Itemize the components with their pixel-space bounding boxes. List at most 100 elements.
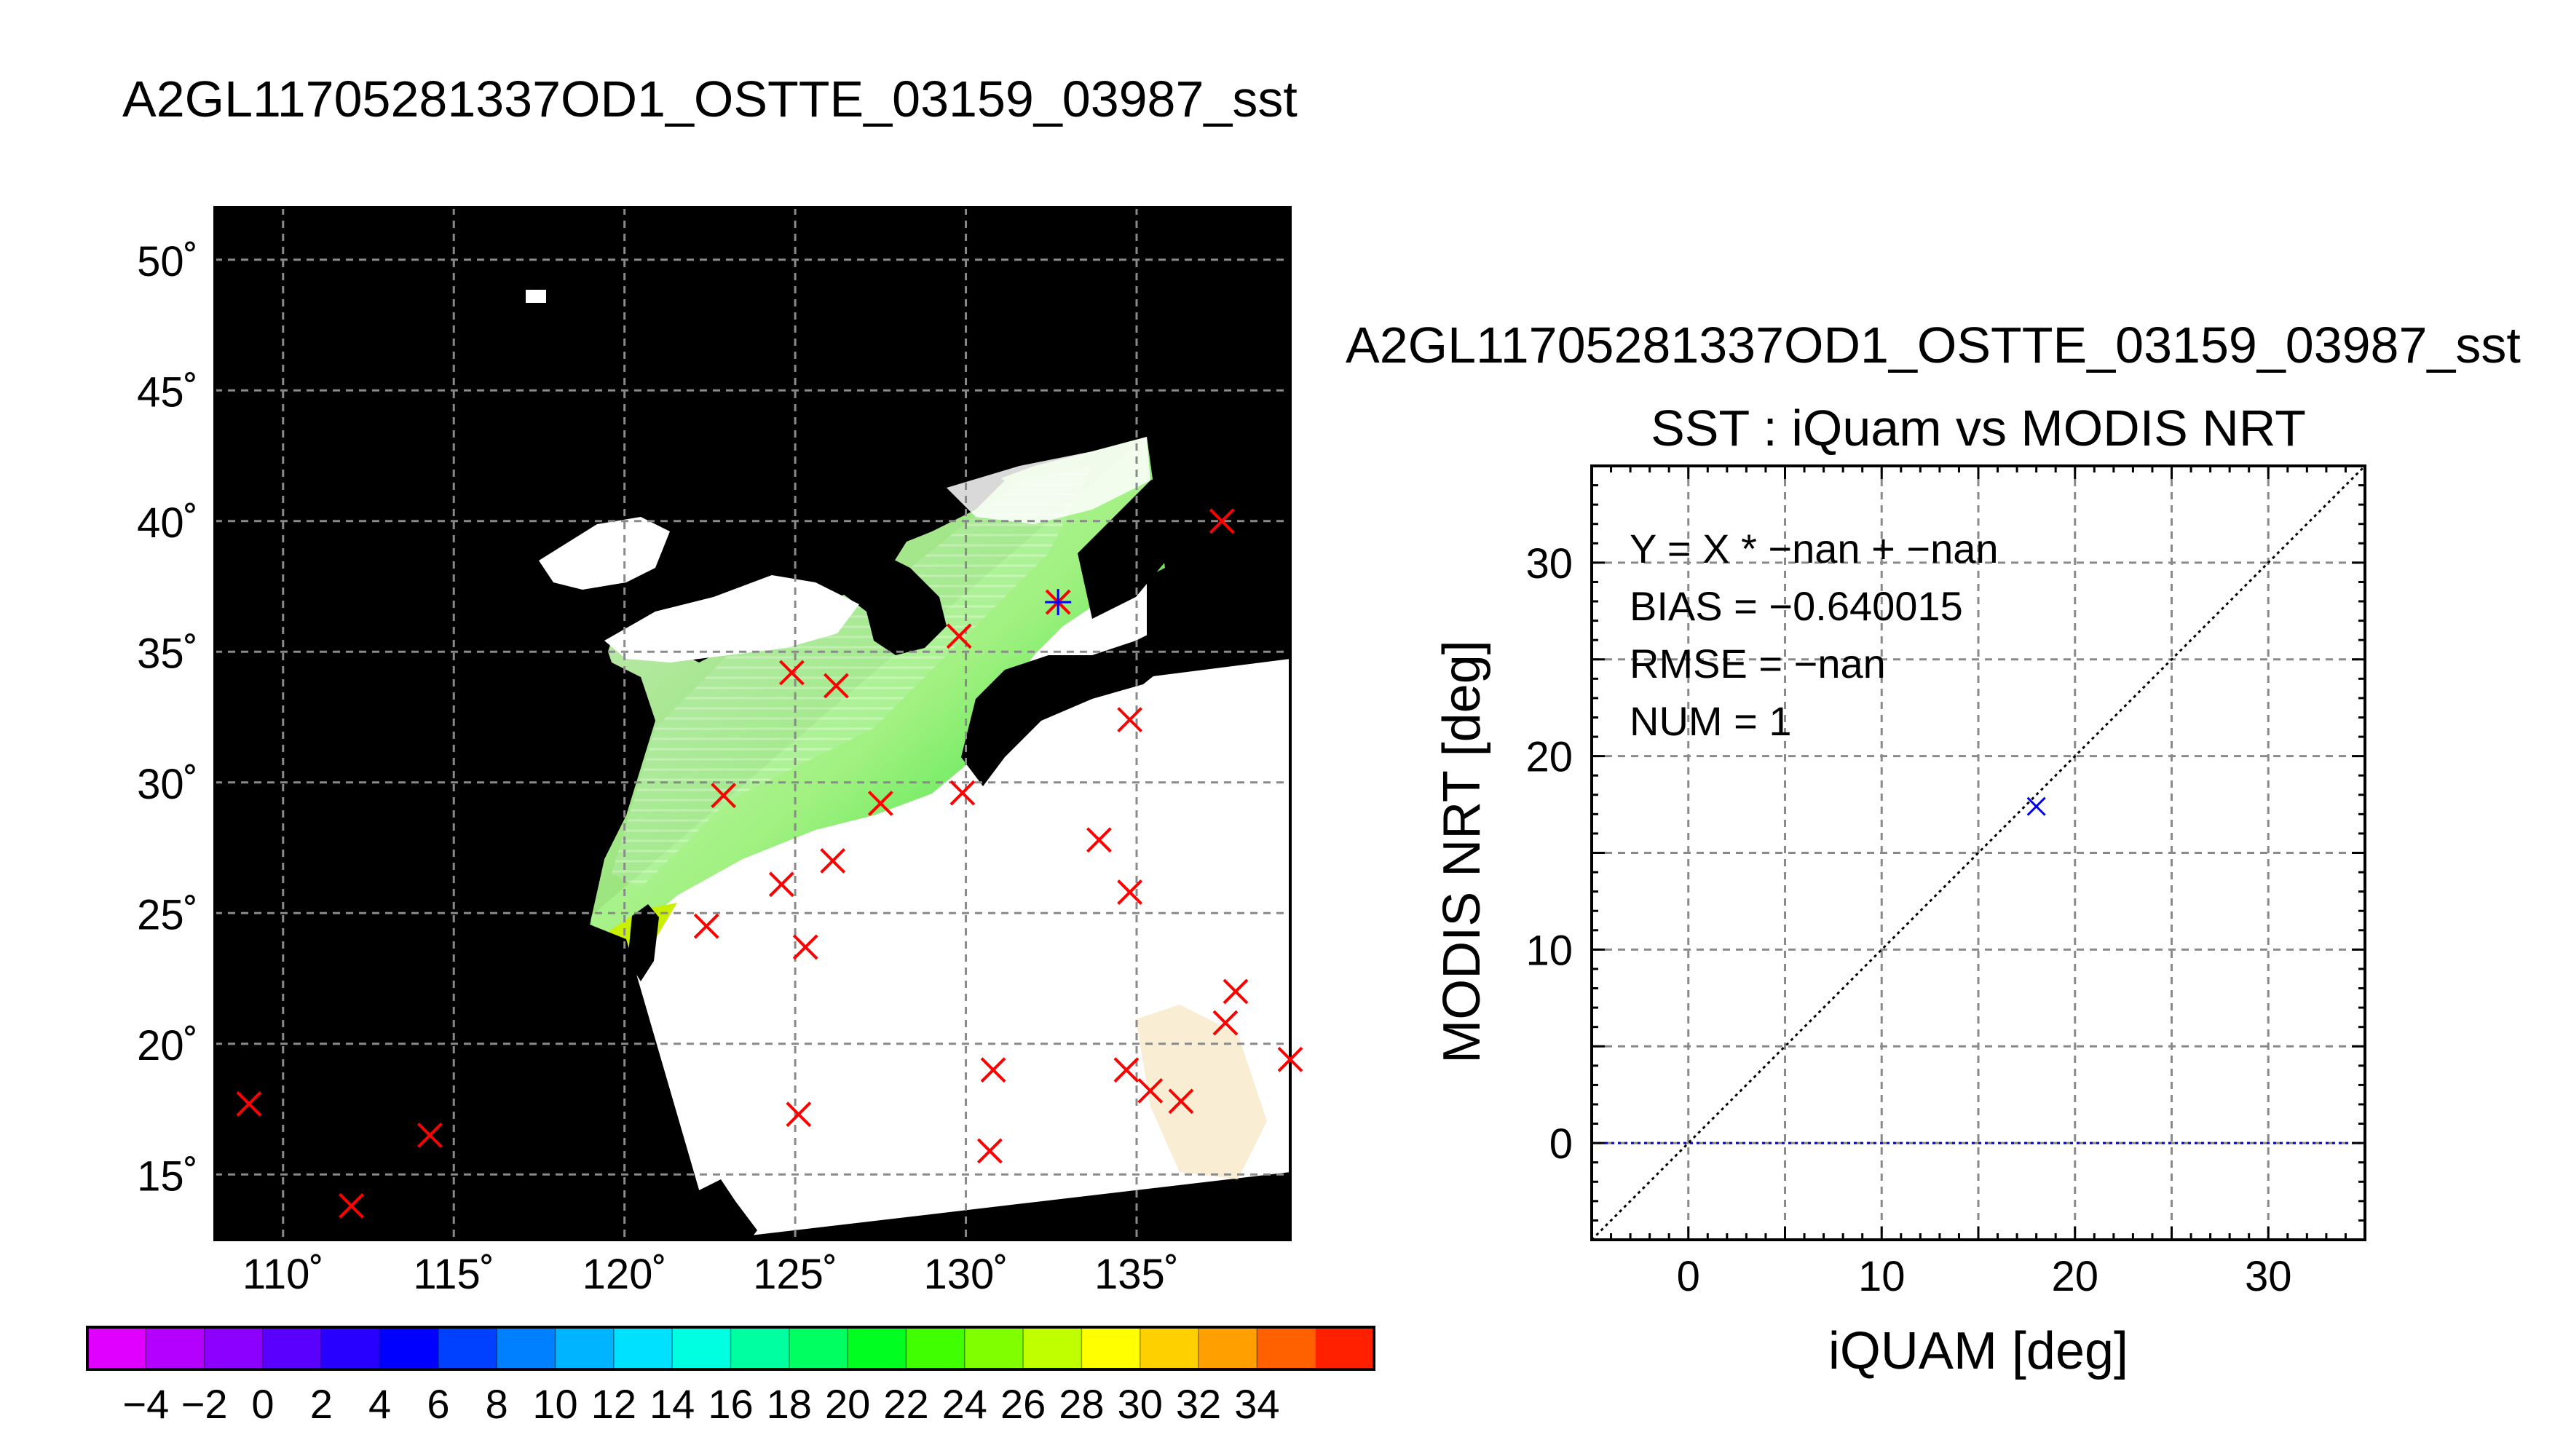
scatter-subtitle: SST : iQuam vs MODIS NRT	[1651, 400, 2306, 456]
map-grid	[215, 207, 1290, 1240]
buoy-marker	[779, 660, 805, 686]
japan-kyushu	[961, 626, 1180, 786]
buoy-marker	[1117, 707, 1143, 733]
buoy-marker	[1086, 827, 1112, 853]
y-tick-label: 30	[1525, 540, 1573, 587]
lon-tick-label: 110˚	[242, 1251, 324, 1298]
scatter-y-ticks: 0 10 20 30	[1525, 540, 1573, 1168]
buoy-marker	[867, 791, 893, 816]
map-lon-ticks: 110˚ 115˚ 120˚ 125˚ 130˚ 135˚	[242, 1251, 1179, 1298]
colorbar-label: 26	[1000, 1381, 1046, 1427]
lat-tick-label: 20˚	[137, 1022, 198, 1069]
lat-tick-label: 30˚	[137, 761, 198, 808]
lat-tick-label: 45˚	[137, 368, 198, 416]
map-panel: 50˚ 45˚ 40˚ 35˚ 30˚ 25˚ 20˚ 15˚ 110˚ 115˚ 120˚ 125…	[137, 206, 1303, 1298]
colorbar-label: −4	[122, 1381, 169, 1427]
colorbar-cell	[497, 1327, 556, 1369]
colorbar-cell	[906, 1327, 965, 1369]
lat-tick-label: 25˚	[137, 891, 198, 938]
stats-annotation: Y = X * −nan + −nan BIAS = −0.640015 RMS…	[1630, 526, 1999, 744]
buoy-marker	[711, 783, 737, 809]
colorbar-cell	[555, 1327, 615, 1369]
x-tick-label: 0	[1677, 1253, 1700, 1300]
colorbar-cell	[789, 1327, 848, 1369]
lat-tick-label: 35˚	[137, 630, 198, 677]
colorbar-cell	[379, 1327, 439, 1369]
colorbar-cell	[672, 1327, 731, 1369]
buoy-marker	[823, 673, 849, 699]
buoy-marker	[236, 1091, 262, 1117]
buoy-marker	[1223, 978, 1249, 1005]
north-sea-strip	[947, 437, 1150, 524]
buoy-marker	[1277, 1046, 1303, 1072]
num-value: NUM = 1	[1630, 698, 1792, 744]
colorbar: −4 −2 0 2 4 6 8 10 12 14 16 18 20 22 24 26 28 30 32 34	[86, 1326, 1375, 1427]
bohai-sea	[539, 517, 670, 590]
colorbar-cell	[613, 1327, 673, 1369]
colorbar-cell	[730, 1327, 790, 1369]
colorbar-label: 24	[942, 1381, 987, 1427]
fit-equation: Y = X * −nan + −nan	[1630, 526, 1999, 571]
buoy-marker	[768, 871, 794, 898]
x-tick-label: 30	[2245, 1253, 2292, 1300]
colorbar-label: 34	[1234, 1381, 1279, 1427]
y-axis-label: MODIS NRT [deg]	[1433, 640, 1491, 1064]
colorbar-label: 0	[251, 1381, 274, 1427]
buoy-marker	[820, 848, 846, 874]
buoy-marker	[949, 780, 976, 806]
map-title: A2GL11705281337OD1_OSTTE_03159_03987_sst	[122, 71, 1298, 127]
small-island-white	[526, 290, 546, 303]
colorbar-cell	[321, 1327, 381, 1369]
taiwan	[628, 904, 659, 981]
buoy-marker	[416, 1122, 443, 1148]
colorbar-cell	[1198, 1327, 1257, 1369]
lon-tick-label: 115˚	[413, 1251, 494, 1298]
colorbar-label: 32	[1176, 1381, 1221, 1427]
colorbar-label: 18	[767, 1381, 812, 1427]
colorbar-cell	[1081, 1327, 1141, 1369]
colorbar-label: 28	[1059, 1381, 1104, 1427]
scatter-point	[2026, 796, 2046, 816]
colorbar-label: 10	[532, 1381, 577, 1427]
buoy-marker	[792, 934, 818, 960]
lon-tick-label: 125˚	[753, 1251, 837, 1298]
bias-value: BIAS = −0.640015	[1630, 583, 1963, 629]
colorbar-cell	[1257, 1327, 1316, 1369]
buoy-marker	[1168, 1088, 1194, 1115]
scatter-points	[2026, 796, 2046, 816]
colorbar-label: −2	[181, 1381, 228, 1427]
buoy-marker	[976, 1138, 1003, 1164]
lat-tick-label: 15˚	[137, 1152, 198, 1200]
scatter-panel: 0 10 20 30 0 10 20 30 Y = X * −nan + −nan BIAS…	[1433, 464, 2366, 1380]
identity-line	[1592, 466, 2365, 1240]
buoy-marker	[786, 1101, 812, 1128]
colorbar-cell	[1140, 1327, 1199, 1369]
lat-tick-label: 50˚	[137, 238, 198, 285]
colorbar-label: 8	[486, 1381, 508, 1427]
buoy-marker	[693, 913, 719, 939]
map-markers	[236, 508, 1303, 1219]
x-axis-label: iQUAM [deg]	[1828, 1322, 2128, 1380]
colorbar-cell	[1023, 1327, 1082, 1369]
colorbar-cell	[204, 1327, 264, 1369]
buoy-marker	[1137, 1077, 1164, 1104]
warm-patch-east	[1136, 1005, 1267, 1179]
colorbar-frame	[86, 1326, 1375, 1371]
colorbar-label: 2	[310, 1381, 333, 1427]
colorbar-label: 16	[708, 1381, 753, 1427]
buoy-marker	[339, 1192, 364, 1219]
matched-marker	[1045, 589, 1072, 616]
colorbar-cell	[146, 1327, 205, 1369]
lon-tick-label: 135˚	[1094, 1251, 1179, 1298]
lat-tick-label: 40˚	[137, 499, 198, 547]
colorbar-label: 30	[1118, 1381, 1163, 1427]
swath-area	[590, 437, 1290, 1240]
scatter-title: A2GL11705281337OD1_OSTTE_03159_03987_sst	[1346, 317, 2521, 373]
y-tick-label: 0	[1549, 1120, 1573, 1168]
colorbar-label: 20	[825, 1381, 870, 1427]
map-frame	[213, 206, 1292, 1241]
scatter-x-ticks: 0 10 20 30	[1677, 1253, 2292, 1300]
rmse-value: RMSE = −nan	[1630, 641, 1886, 687]
buoy-marker	[1209, 508, 1235, 534]
